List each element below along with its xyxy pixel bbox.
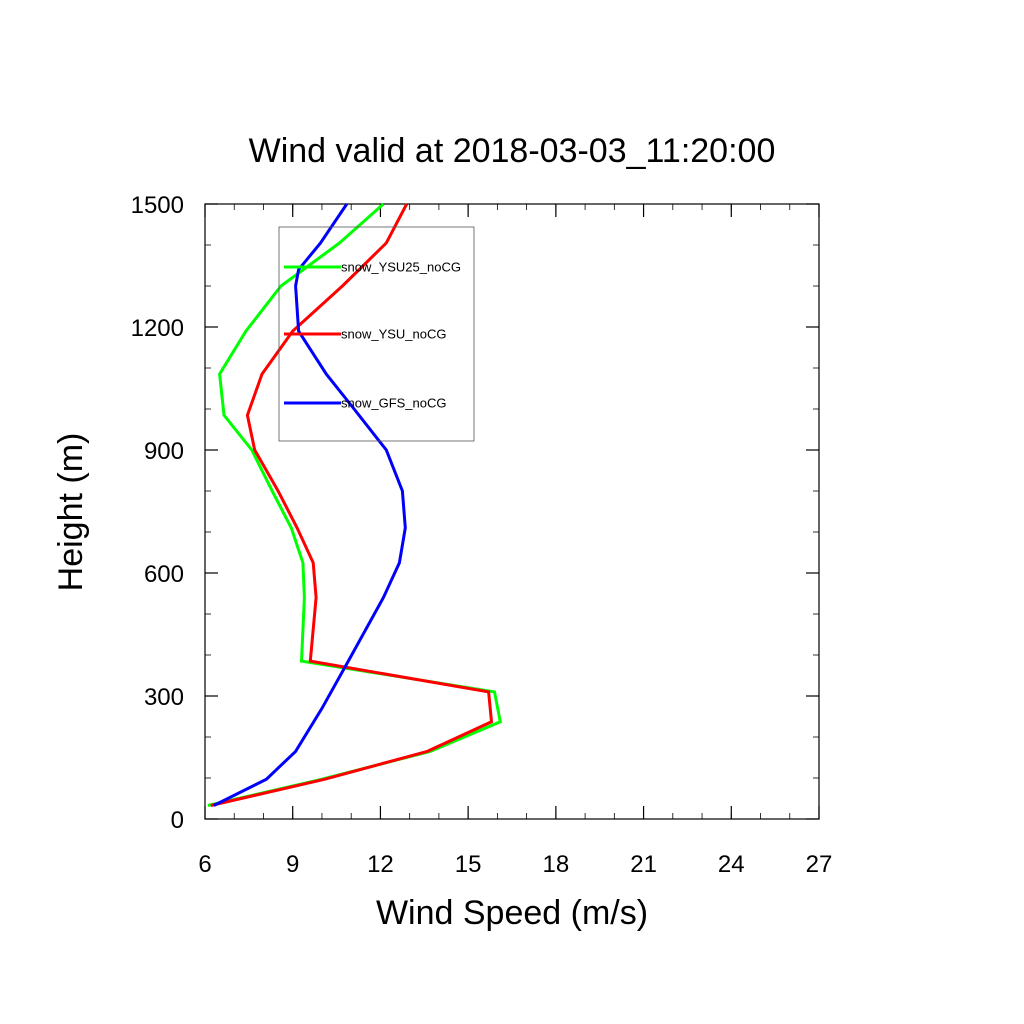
series-line-snow_YSU25_noCG: [207, 202, 503, 807]
legend: snow_YSU25_noCG snow_YSU_noCG snow_GFS_noC…: [278, 226, 475, 442]
x-tick-label: 15: [455, 851, 482, 878]
legend-box: [278, 226, 475, 442]
x-tick-label: 18: [543, 851, 570, 878]
x-axis-title: Wind Speed (m/s): [376, 894, 648, 932]
y-tick-label: 600: [144, 561, 184, 588]
x-tick-label: 24: [718, 851, 745, 878]
y-tick-label: 1200: [131, 315, 184, 342]
x-tick-label: 9: [286, 851, 299, 878]
y-tick-label: 300: [144, 684, 184, 711]
y-tick-label: 900: [144, 438, 184, 465]
x-tick-label: 12: [367, 851, 394, 878]
legend-label: snow_GFS_noCG: [341, 396, 447, 411]
series-line-snow_YSU_noCG: [210, 203, 494, 807]
series-layer: [207, 202, 503, 807]
chart-title: Wind valid at 2018-03-03_11:20:00: [249, 132, 776, 170]
x-tick-label: 21: [630, 851, 657, 878]
series-line-snow_GFS_noCG: [213, 203, 407, 807]
x-tick-label: 6: [198, 851, 211, 878]
legend-label: snow_YSU25_noCG: [341, 260, 461, 275]
x-axis: 6 9 12 15 18 21 24 27: [198, 204, 832, 878]
y-axis-title: Height (m): [52, 433, 90, 592]
y-axis: 0 300 600 900 1200 1500: [131, 192, 819, 834]
x-tick-label: 27: [806, 851, 833, 878]
y-tick-label: 0: [171, 807, 184, 834]
legend-label: snow_YSU_noCG: [341, 327, 447, 342]
y-tick-label: 1500: [131, 192, 184, 219]
plot-area: [204, 203, 820, 820]
